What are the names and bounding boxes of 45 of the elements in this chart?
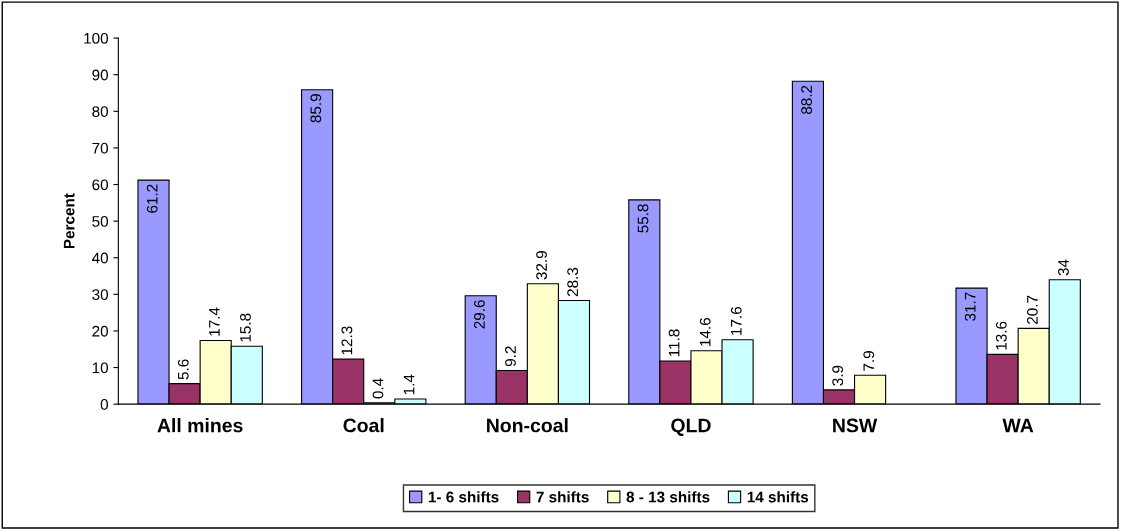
y-tick-label: 40 bbox=[91, 252, 109, 264]
x-tick-label: All mines bbox=[157, 418, 243, 433]
data-label: 20.7 bbox=[1026, 295, 1038, 324]
data-label: 55.8 bbox=[637, 204, 649, 233]
data-label: 61.2 bbox=[146, 184, 158, 213]
data-label: 15.8 bbox=[240, 313, 251, 342]
data-label: 31.7 bbox=[964, 292, 976, 321]
data-label: 17.4 bbox=[209, 307, 220, 336]
data-label: 29.6 bbox=[474, 300, 485, 329]
legend-label: 7 shifts bbox=[536, 491, 589, 503]
y-tick-label: 70 bbox=[92, 142, 109, 154]
data-label: 13.6 bbox=[995, 321, 1007, 350]
data-label: 12.3 bbox=[341, 326, 353, 355]
data-label: 88.2 bbox=[801, 85, 813, 115]
y-tick-label: 60 bbox=[92, 179, 109, 191]
y-tick-label: 30 bbox=[92, 289, 109, 301]
y-tick-label: 80 bbox=[92, 106, 109, 117]
x-tick-label: Coal bbox=[343, 418, 384, 433]
x-tick-label: QLD bbox=[671, 418, 711, 436]
y-axis-title: Percent bbox=[63, 193, 75, 249]
y-tick-label: 50 bbox=[92, 215, 109, 227]
x-tick-label: Non-coal bbox=[487, 418, 568, 433]
x-tick-label: NSW bbox=[833, 418, 878, 433]
data-label: 5.6 bbox=[177, 359, 189, 380]
data-label: 0.4 bbox=[372, 378, 384, 399]
y-tick-label: 10 bbox=[92, 362, 109, 374]
data-label: 11.8 bbox=[668, 329, 680, 357]
data-label: 14.6 bbox=[699, 317, 711, 346]
y-tick-label: 0 bbox=[100, 399, 109, 410]
data-label: 32.9 bbox=[536, 251, 547, 280]
data-label: 85.9 bbox=[310, 94, 322, 123]
data-label: 3.9 bbox=[832, 365, 844, 386]
data-label: 17.6 bbox=[730, 307, 742, 335]
y-tick-label: 90 bbox=[92, 69, 109, 81]
data-label: 28.3 bbox=[567, 267, 579, 297]
legend-label: 1- 6 shifts bbox=[428, 491, 499, 503]
data-label: 34 bbox=[1058, 259, 1069, 276]
x-tick-label: WA bbox=[1002, 418, 1034, 433]
y-tick-label: 100 bbox=[84, 32, 109, 44]
data-label: 9.2 bbox=[505, 346, 516, 367]
y-tick-label: 20 bbox=[92, 325, 109, 337]
data-label: 7.9 bbox=[863, 351, 875, 371]
data-label: 1.4 bbox=[403, 374, 415, 395]
legend-label: 8 - 13 shifts bbox=[626, 491, 710, 503]
legend-label: 14 shifts bbox=[747, 491, 809, 503]
